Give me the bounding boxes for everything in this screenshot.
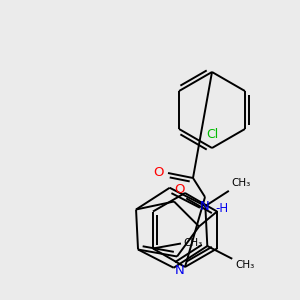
Text: O: O [174, 183, 184, 196]
Text: Cl: Cl [206, 128, 218, 140]
Text: -H: -H [215, 202, 229, 215]
Text: CH₃: CH₃ [183, 238, 202, 248]
Text: N: N [175, 264, 185, 277]
Text: CH₃: CH₃ [231, 178, 250, 188]
Text: CH₃: CH₃ [235, 260, 254, 270]
Text: O: O [154, 167, 164, 179]
Text: N: N [200, 200, 210, 213]
